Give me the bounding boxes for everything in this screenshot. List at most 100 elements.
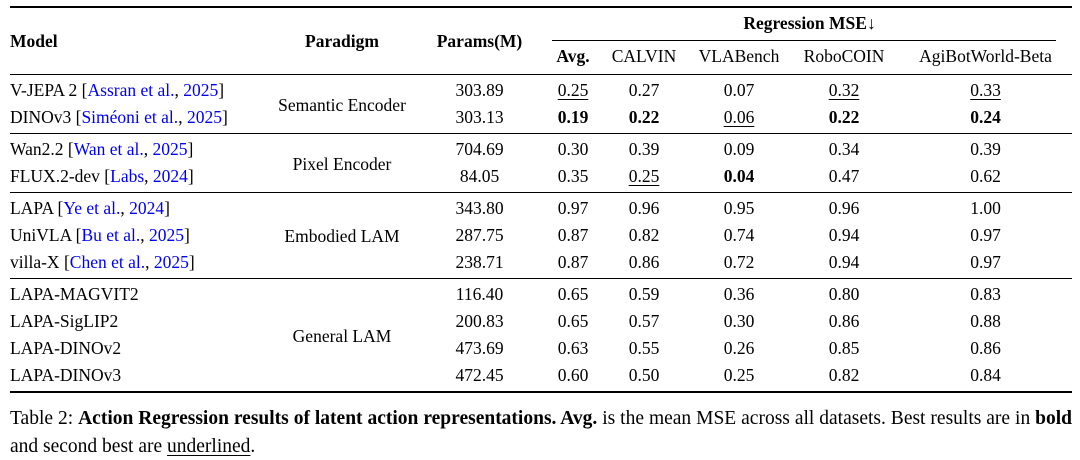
mse-value: 0.30: [557, 139, 589, 159]
citation-bracket: ]: [187, 139, 194, 159]
mse-value: 0.86: [628, 252, 660, 272]
model-cell: V-JEPA 2 [Assran et al., 2025]: [10, 75, 272, 105]
mse-value: 0.25: [628, 166, 660, 186]
paradigm-cell: General LAM: [292, 325, 392, 346]
table-row: V-JEPA 2 [Assran et al., 2025] Semantic …: [10, 75, 1072, 115]
mse-cell: 0.62: [899, 163, 1072, 193]
citation-separator: ,: [144, 166, 153, 186]
mse-cell: 0.83: [899, 279, 1072, 309]
model-name: LAPA-DINOv3: [10, 365, 122, 385]
group-embodied-lam: LAPA [Ye et al., 2024] Embodied LAM 343.…: [10, 192, 1073, 279]
table-row: FLUX.2-dev [Labs, 2024] 84.05 0.35 0.25 …: [10, 163, 1072, 193]
mse-value: 0.33: [970, 80, 1001, 100]
group-general-lam: LAPA-MAGVIT2 General LAM 116.40 0.65 0.5…: [10, 278, 1073, 393]
citation-year-link[interactable]: 2024: [129, 198, 165, 218]
citation-year-link[interactable]: 2025: [153, 252, 189, 272]
params-cell: 303.13: [455, 107, 504, 127]
mse-cell: 0.97: [899, 249, 1072, 279]
params-cell: 472.45: [455, 365, 504, 385]
citation-link[interactable]: Siméoni et al.: [81, 107, 179, 127]
model-name: V-JEPA 2 [: [10, 80, 88, 100]
table-row: LAPA-DINOv2 473.69 0.63 0.55 0.26 0.85 0…: [10, 335, 1072, 362]
mse-value: 0.72: [723, 252, 755, 272]
citation-link[interactable]: Wan et al.: [73, 139, 144, 159]
caption-text: and second best are: [10, 435, 168, 457]
mse-value: 1.00: [970, 198, 1001, 218]
mse-cell: 0.33: [899, 75, 1072, 105]
table-row: LAPA-SigLIP2 200.83 0.65 0.57 0.30 0.86 …: [10, 308, 1072, 335]
caption-bold-word: bold: [1035, 408, 1072, 429]
mse-cell: 0.65: [547, 308, 599, 335]
citation-year-link[interactable]: 2025: [149, 225, 185, 245]
mse-cell: 0.24: [899, 104, 1072, 134]
caption-underlined-word: underlined: [167, 435, 251, 457]
cmidrule: [552, 34, 1057, 41]
col-header-vlabench: VLABench: [698, 46, 780, 66]
citation-bracket: ]: [218, 80, 225, 100]
mse-cell: 0.97: [547, 193, 599, 223]
paradigm-cell: Semantic Encoder: [278, 94, 406, 115]
mse-cell: 0.74: [689, 222, 789, 249]
model-name: FLUX.2-dev [: [10, 166, 111, 186]
mse-value: 0.25: [723, 365, 755, 385]
mse-cell: 0.39: [899, 134, 1072, 164]
mse-value: 0.34: [828, 139, 860, 159]
citation-bracket: ]: [187, 166, 194, 186]
citation-separator: ,: [174, 80, 184, 100]
mse-value: 0.19: [557, 107, 589, 127]
mse-value: 0.74: [723, 225, 755, 245]
mse-value: 0.97: [970, 252, 1001, 272]
col-header-robocoin: RoboCOIN: [803, 46, 885, 66]
citation-year-link[interactable]: 2025: [183, 80, 219, 100]
citation-bracket: ]: [164, 198, 170, 218]
mse-value: 0.96: [628, 198, 660, 218]
mse-cell: 0.47: [789, 163, 899, 193]
mse-value: 0.87: [557, 252, 589, 272]
col-header-agibotworld-beta: AgiBotWorld-Beta: [919, 46, 1052, 66]
mse-cell: 0.94: [789, 222, 899, 249]
paradigm-cell: Embodied LAM: [284, 226, 400, 246]
mse-value: 0.50: [628, 365, 660, 385]
mse-cell: 0.50: [599, 362, 689, 392]
citation-link[interactable]: Assran et al.: [87, 80, 175, 100]
mse-value: 0.86: [828, 311, 860, 331]
citation-link[interactable]: Bu et al.: [81, 225, 141, 245]
model-cell: FLUX.2-dev [Labs, 2024]: [10, 163, 272, 193]
citation-year-link[interactable]: 2025: [152, 139, 188, 159]
mse-value: 0.96: [828, 198, 860, 218]
citation-link[interactable]: Ye et al.: [63, 198, 121, 218]
mse-cell: 0.87: [547, 222, 599, 249]
mse-value: 0.25: [557, 80, 589, 100]
citation-link[interactable]: Chen et al.: [69, 252, 146, 272]
mse-cell: 0.82: [789, 362, 899, 392]
col-header-model: Model: [10, 30, 58, 51]
mse-cell: 0.25: [599, 163, 689, 193]
mse-value: 0.24: [970, 107, 1001, 127]
mse-value: 0.07: [723, 80, 755, 100]
mse-cell: 0.94: [789, 249, 899, 279]
caption-period: .: [250, 435, 256, 457]
mse-cell: 0.85: [789, 335, 899, 362]
citation-separator: ,: [143, 139, 153, 159]
mse-value: 0.32: [828, 80, 860, 100]
mse-value: 0.06: [723, 107, 755, 127]
citation-year-link[interactable]: 2025: [186, 107, 222, 127]
model-name: DINOv3 [: [10, 107, 82, 127]
model-cell: LAPA-SigLIP2: [10, 308, 272, 335]
model-name: UniVLA [: [10, 225, 82, 245]
table-header: Model Paradigm Params(M) Regression MSE↓…: [10, 7, 1073, 75]
mse-cell: 0.22: [789, 104, 899, 134]
params-cell: 343.80: [455, 198, 504, 218]
caption-bold-lead: Action Regression results of latent acti…: [78, 408, 598, 429]
mse-value: 0.22: [628, 107, 660, 127]
citation-separator: ,: [120, 198, 130, 218]
citation-year-link[interactable]: 2024: [152, 166, 188, 186]
mse-cell: 0.04: [689, 163, 789, 193]
mse-cell: 0.27: [599, 75, 689, 105]
mse-value: 0.36: [723, 284, 755, 304]
mse-value: 0.26: [723, 338, 755, 358]
mse-cell: 0.36: [689, 279, 789, 309]
citation-link[interactable]: Labs: [110, 166, 145, 186]
mse-cell: 0.96: [789, 193, 899, 223]
